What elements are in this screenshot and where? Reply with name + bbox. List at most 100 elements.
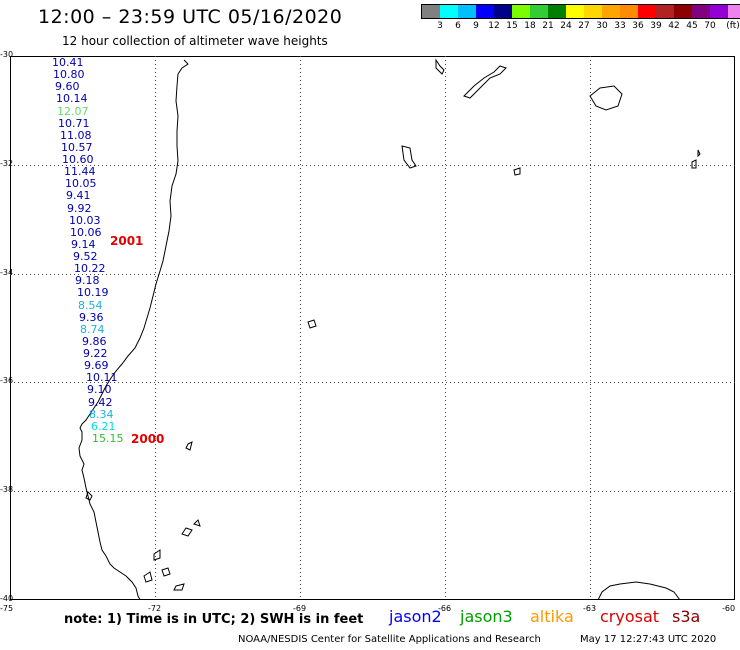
legend-label: 18	[524, 21, 536, 31]
island-small-3	[143, 571, 153, 583]
wave-height-value: 9.42	[88, 396, 113, 409]
latitude-label: -40	[0, 594, 14, 603]
footer-note: note: 1) Time is in UTC; 2) SWH is in fe…	[64, 612, 364, 627]
legend-swatch	[728, 5, 740, 18]
island-north-1	[435, 58, 445, 75]
wave-height-value: 9.36	[79, 311, 104, 324]
wave-height-value: 9.10	[87, 383, 112, 396]
legend-swatch	[638, 5, 656, 18]
legend-swatch	[512, 5, 530, 18]
legend-swatch	[602, 5, 620, 18]
island-north-3	[589, 85, 623, 111]
satellite-altika: altika	[530, 607, 574, 626]
wave-height-value: 9.41	[66, 189, 91, 202]
wave-height-value: 10.71	[58, 117, 90, 130]
legend-label: 27	[578, 21, 590, 31]
wave-height-value: 12.07	[57, 105, 89, 118]
latitude-label: -36	[0, 376, 14, 386]
latitude-label: -38	[0, 485, 14, 495]
legend-label: 45	[686, 21, 698, 31]
legend-swatch	[476, 5, 494, 18]
legend-label: 12	[488, 21, 500, 31]
wave-height-value: 9.86	[82, 335, 107, 348]
legend-swatch	[584, 5, 602, 18]
legend-label: 24	[560, 21, 572, 31]
longitude-label: -63	[583, 604, 597, 613]
footer-timestamp: May 17 12:27:43 UTC 2020	[580, 634, 717, 645]
legend-swatch	[422, 5, 440, 18]
island-juan-fernandez	[307, 319, 317, 329]
latitude-label: -34	[0, 267, 14, 277]
legend-label: 21	[542, 21, 554, 31]
legend-label: 33	[614, 21, 626, 31]
legend-swatch	[458, 5, 476, 18]
wave-height-value: 8.74	[80, 323, 105, 336]
legend-label: 36	[632, 21, 644, 31]
chiloe-fragment	[181, 527, 193, 537]
time-label-2001: 2001	[110, 234, 144, 248]
island-small-4	[173, 583, 185, 591]
island-north-2	[463, 65, 507, 99]
island-se	[597, 581, 681, 600]
legend-labels: 3 6 9 12 15 18 21 24 27 30 33 36 39 42 45 70 (ft)	[421, 19, 740, 31]
legend-label: 39	[650, 21, 662, 31]
wave-height-value: 9.52	[73, 250, 98, 263]
island-east-1	[691, 159, 697, 169]
wave-height-value: 9.22	[83, 347, 108, 360]
longitude-label: -60	[722, 604, 736, 613]
legend-label: 6	[455, 21, 461, 31]
legend-swatch	[710, 5, 728, 18]
legend-swatch	[620, 5, 638, 18]
latitude-label: -32	[0, 158, 14, 168]
longitude-label: -75	[0, 604, 14, 613]
wave-height-value: 8.34	[89, 408, 114, 421]
wave-height-value: 10.57	[61, 141, 93, 154]
satellite-cryosat: cryosat	[600, 607, 660, 626]
wave-height-value: 15.15	[92, 432, 124, 445]
map-title: 12:00 – 23:59 UTC 05/16/2020	[38, 6, 343, 28]
legend-label: 30	[596, 21, 608, 31]
time-label-2000: 2000	[131, 432, 165, 446]
wave-height-value: 10.80	[53, 68, 85, 81]
wave-height-value: 10.03	[69, 214, 101, 227]
island-mid-2	[513, 167, 521, 176]
footer-credit: NOAA/NESDIS Center for Satellite Applica…	[238, 634, 541, 645]
legend-swatch	[440, 5, 458, 18]
wave-height-value: 10.60	[62, 153, 94, 166]
legend-swatch	[692, 5, 710, 18]
lake-island	[85, 491, 93, 501]
map-subtitle: 12 hour collection of altimeter wave hei…	[62, 34, 328, 48]
legend-swatch	[674, 5, 692, 18]
island-small-1	[185, 441, 193, 451]
latitude-label: -30	[0, 50, 14, 59]
legend-swatch	[656, 5, 674, 18]
wave-height-value: 10.19	[77, 286, 109, 299]
satellite-jason2: jason2	[389, 607, 442, 626]
legend-swatch	[494, 5, 512, 18]
island-east-2	[697, 149, 701, 158]
wave-height-value: 8.54	[78, 299, 103, 312]
wave-height-value: 10.22	[74, 262, 106, 275]
graticule	[10, 56, 735, 600]
coastline	[78, 58, 701, 600]
wave-height-value: 9.60	[55, 80, 80, 93]
map-border	[10, 56, 735, 600]
longitude-label: -66	[438, 604, 452, 613]
wave-height-value: 9.18	[75, 274, 100, 287]
longitude-label: -72	[148, 604, 162, 613]
island-small-6	[193, 519, 201, 527]
legend-swatch	[530, 5, 548, 18]
longitude-label: -69	[293, 604, 307, 613]
legend-swatch	[566, 5, 584, 18]
island-mid-1	[401, 145, 417, 169]
legend-label: 3	[437, 21, 443, 31]
wave-height-value: 9.14	[71, 238, 96, 251]
legend-label: 70	[704, 21, 716, 31]
wave-height-value: 10.05	[65, 177, 97, 190]
wave-height-value: 10.41	[52, 56, 84, 69]
legend-label: 15	[506, 21, 518, 31]
legend-swatch	[548, 5, 566, 18]
legend-swatches	[421, 4, 740, 19]
wave-height-value: 10.06	[70, 226, 102, 239]
wave-height-value: 6.21	[91, 420, 116, 433]
